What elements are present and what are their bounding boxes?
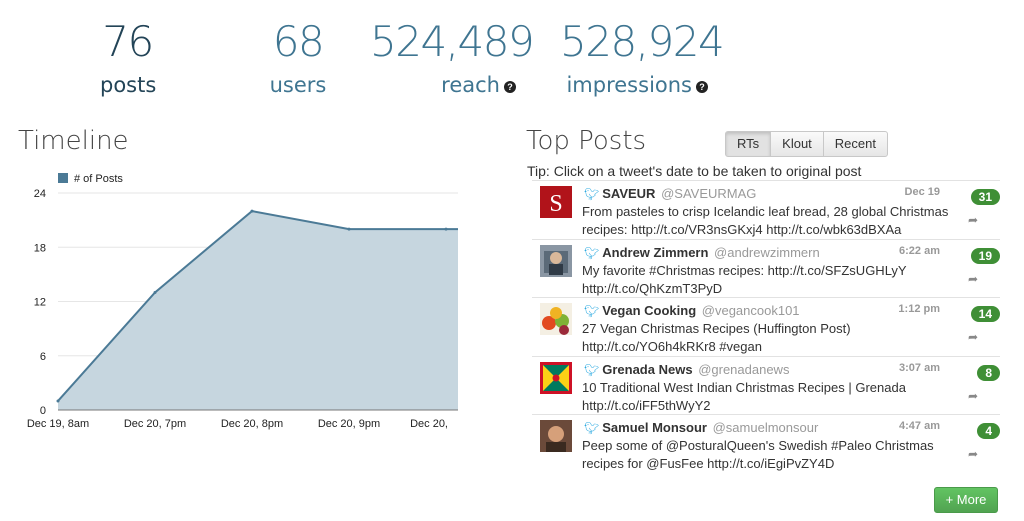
post-text: Peep some of @PosturalQueen's Swedish #P… <box>582 438 934 471</box>
stat-posts-value: 76 <box>102 17 154 66</box>
post-header: 🐦︎ Samuel Monsour @samuelmonsour <box>584 420 818 435</box>
person-photo-avatar[interactable] <box>540 420 572 452</box>
post-header: 🐦︎ Vegan Cooking @vegancook101 <box>584 303 800 318</box>
x-tick-label: Dec 20, 8pm <box>221 418 283 430</box>
post-author[interactable]: Vegan Cooking <box>602 303 697 318</box>
post-date-link[interactable]: 6:22 am <box>899 244 940 257</box>
posts-list[interactable]: S 🐦︎ SAVEUR @SAVEURMAG Dec 19 From pastel… <box>532 180 1000 480</box>
post-handle[interactable]: @samuelmonsour <box>712 420 819 435</box>
twitter-bird-icon: 🐦︎ <box>584 362 600 377</box>
svg-text:S: S <box>549 191 562 217</box>
post-header: 🐦︎ Andrew Zimmern @andrewzimmern <box>584 245 820 260</box>
data-point <box>347 227 351 231</box>
data-point <box>444 227 448 231</box>
post-item: 🐦︎ Vegan Cooking @vegancook101 1:12 pm 27… <box>532 297 1000 356</box>
legend-swatch <box>58 173 68 183</box>
post-date-link[interactable]: 1:12 pm <box>898 303 940 315</box>
retweet-count-badge: 14 <box>970 306 1000 322</box>
tab-klout[interactable]: Klout <box>770 131 824 157</box>
stat-posts: 76 posts <box>100 17 157 100</box>
legend-label: # of Posts <box>74 173 123 185</box>
y-tick-label: 12 <box>34 297 46 309</box>
data-point <box>250 209 254 213</box>
y-tick-label: 24 <box>34 188 46 200</box>
post-handle[interactable]: @SAVEURMAG <box>661 186 757 201</box>
tip-text: Tip: Click on a tweet's date to be taken… <box>527 163 862 179</box>
post-header: 🐦︎ Grenada News @grenadanews <box>584 362 789 377</box>
saveur-logo-avatar[interactable]: S <box>540 186 572 218</box>
stat-posts-label: posts <box>100 73 157 97</box>
post-item: 🐦︎ Samuel Monsour @samuelmonsour 4:47 am … <box>532 414 1000 473</box>
stat-impressions: 528,924 impressions? <box>560 17 725 100</box>
question-icon[interactable]: ? <box>696 81 708 93</box>
twitter-bird-icon: 🐦︎ <box>584 421 600 435</box>
stat-reach-value: 524,489 <box>370 17 535 66</box>
stat-users: 68 users <box>268 18 328 100</box>
retweet-count-badge: 31 <box>970 189 1000 205</box>
timeline-chart: 0 6 12 18 24 Dec 19, 8am Dec 20, 7pm Dec 20, 8p… <box>27 173 458 430</box>
post-author[interactable]: Andrew Zimmern <box>602 244 709 260</box>
x-tick-label: Dec 20, <box>410 418 448 430</box>
data-point <box>56 399 60 403</box>
retweet-arrow-icon[interactable]: ➦ <box>967 213 978 227</box>
post-text: 10 Traditional West Indian Christmas Rec… <box>582 379 906 413</box>
data-point <box>153 290 157 294</box>
grenada-flag-avatar[interactable] <box>540 361 572 394</box>
post-item: 🐦︎ Andrew Zimmern @andrewzimmern 6:22 am … <box>532 238 1000 298</box>
post-item: S 🐦︎ SAVEUR @SAVEURMAG Dec 19 From pastel… <box>532 180 1000 239</box>
stat-users-value: 68 <box>272 17 325 66</box>
top-nav-partial <box>670 0 1000 3</box>
sort-tabs: RTs Klout Recent <box>725 131 888 157</box>
post-author[interactable]: SAVEUR <box>602 186 656 201</box>
post-author[interactable]: Samuel Monsour <box>602 420 707 435</box>
stat-impressions-label: impressions <box>566 73 692 97</box>
area-fill <box>58 211 458 410</box>
retweet-count-badge: 19 <box>970 247 1000 264</box>
more-button[interactable]: + More <box>934 487 998 513</box>
top-posts-title: Top Posts <box>526 126 647 156</box>
retweet-arrow-icon[interactable]: ➦ <box>967 388 978 403</box>
question-icon[interactable]: ? <box>504 81 516 93</box>
post-author[interactable]: Grenada News <box>602 361 693 377</box>
post-handle[interactable]: @vegancook101 <box>701 303 800 318</box>
timeline-title: Timeline <box>18 126 129 156</box>
twitter-bird-icon: 🐦︎ <box>584 304 600 318</box>
tab-recent[interactable]: Recent <box>822 131 888 157</box>
post-header: 🐦︎ SAVEUR @SAVEURMAG <box>584 186 756 201</box>
post-date-link[interactable]: 3:07 am <box>899 361 940 374</box>
tab-rts[interactable]: RTs <box>725 131 772 157</box>
twitter-bird-icon: 🐦︎ <box>584 245 600 260</box>
y-tick-label: 18 <box>34 242 46 254</box>
retweet-arrow-icon[interactable]: ➦ <box>967 447 978 461</box>
stat-reach-label: reach <box>441 73 500 97</box>
vegetables-photo-avatar[interactable] <box>540 303 572 335</box>
x-tick-label: Dec 19, 8am <box>27 418 89 430</box>
series-line <box>57 210 458 402</box>
stat-reach: 524,489 reach? <box>370 17 535 100</box>
twitter-bird-icon: 🐦︎ <box>584 187 600 201</box>
post-item: 🐦︎ Grenada News @grenadanews 3:07 am 10 T… <box>532 355 1000 415</box>
post-text: From pasteles to crisp Icelandic leaf br… <box>582 204 949 237</box>
y-tick-label: 0 <box>40 405 46 417</box>
stat-impressions-value: 528,924 <box>560 17 725 66</box>
x-tick-label: Dec 20, 9pm <box>318 418 380 430</box>
retweet-arrow-icon[interactable]: ➦ <box>967 271 978 286</box>
post-date-link[interactable]: Dec 19 <box>904 186 940 198</box>
retweet-count-badge: 8 <box>977 364 1000 381</box>
post-text: My favorite #Christmas recipes: http://t… <box>582 262 907 296</box>
post-text: 27 Vegan Christmas Recipes (Huffington P… <box>582 321 851 354</box>
retweet-count-badge: 4 <box>977 423 1000 439</box>
retweet-arrow-icon[interactable]: ➦ <box>967 330 978 344</box>
post-handle[interactable]: @grenadanews <box>698 361 790 377</box>
stat-users-label: users <box>269 73 327 97</box>
person-photo-avatar[interactable] <box>540 244 572 277</box>
post-date-link[interactable]: 4:47 am <box>899 420 940 432</box>
post-handle[interactable]: @andrewzimmern <box>714 244 820 260</box>
x-tick-label: Dec 20, 7pm <box>124 418 186 430</box>
y-tick-label: 6 <box>40 351 46 363</box>
